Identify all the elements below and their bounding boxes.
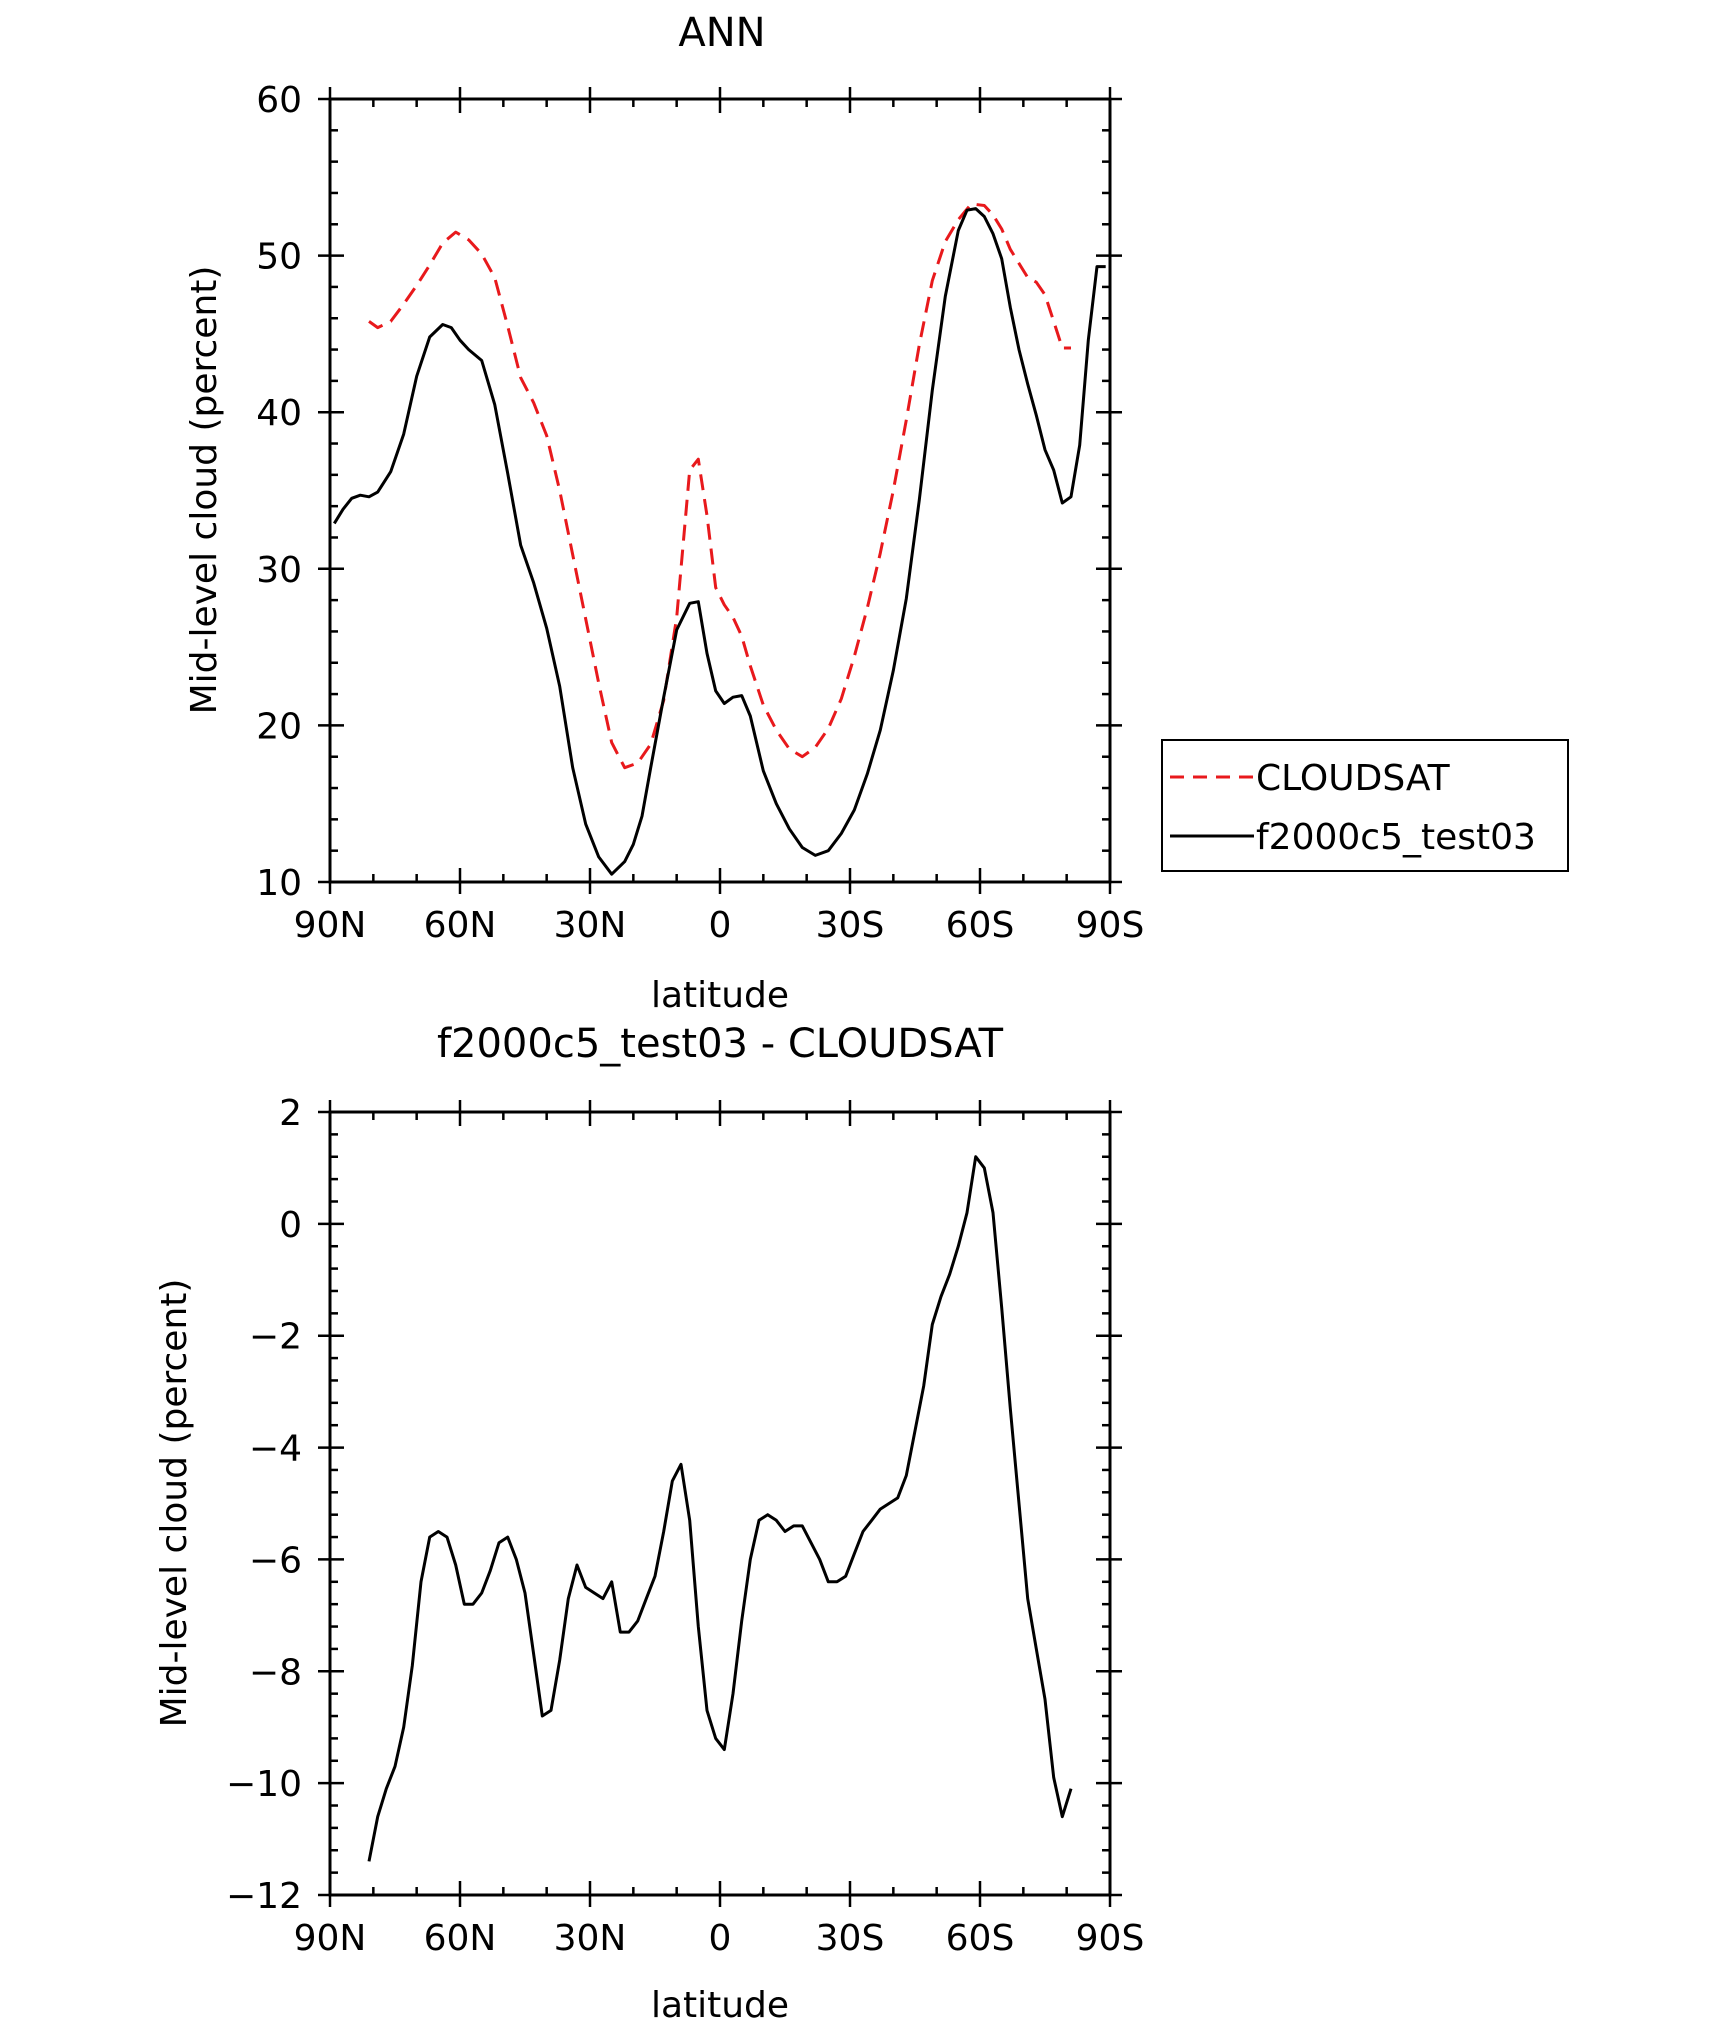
y-tick-label: 30 <box>256 550 302 591</box>
x-tick-label: 90S <box>1076 1918 1145 1959</box>
x-tick-label: 0 <box>709 1918 732 1959</box>
x-tick-label: 0 <box>709 905 732 946</box>
series-line-difference <box>367 1155 1073 1862</box>
x-tick-label: 30S <box>816 1918 885 1959</box>
top-axis-ticks <box>318 87 1122 894</box>
x-tick-label: 90S <box>1076 905 1145 946</box>
y-tick-label: −12 <box>226 1876 302 1917</box>
y-tick-label: −8 <box>249 1652 302 1693</box>
bottom-axis-ticks <box>318 1100 1122 1907</box>
x-tick-label: 30N <box>554 1918 627 1959</box>
bottom-chart-title: f2000c5_test03 - CLOUDSAT <box>437 1021 1004 1067</box>
y-tick-label: −10 <box>226 1764 302 1805</box>
x-tick-label: 90N <box>294 905 367 946</box>
x-tick-label: 60S <box>946 905 1015 946</box>
y-tick-label: −2 <box>249 1317 302 1358</box>
x-tick-label: 30N <box>554 905 627 946</box>
series-line-f2000c5-test03 <box>333 207 1106 876</box>
y-tick-label: 20 <box>256 706 302 747</box>
y-tick-label: 50 <box>256 237 302 278</box>
top-series-lines <box>333 202 1106 876</box>
y-tick-label: −4 <box>249 1429 302 1470</box>
y-tick-label: 40 <box>256 393 302 434</box>
top-tick-labels: 90N 60N 30N 0 30S 60S 90S 10 20 30 40 50 60 <box>256 80 1144 946</box>
x-tick-label: 30S <box>816 905 885 946</box>
top-y-axis-label: Mid-level cloud (percent) <box>184 266 225 715</box>
top-chart-title: ANN <box>678 10 765 56</box>
x-tick-label: 90N <box>294 1918 367 1959</box>
bottom-x-axis-label: latitude <box>651 1985 789 2021</box>
legend: CLOUDSAT f2000c5_test03 <box>1161 739 1569 872</box>
bottom-series-lines <box>367 1155 1073 1862</box>
bottom-plot-frame <box>328 1110 1112 1897</box>
bottom-panel: f2000c5_test03 - CLOUDSAT 90N 60N 30N 0 30S 6… <box>154 1021 1144 2021</box>
x-tick-label: 60N <box>424 905 497 946</box>
y-tick-label: 10 <box>256 863 302 904</box>
top-x-axis-label: latitude <box>651 975 789 1016</box>
y-tick-label: −6 <box>249 1540 302 1581</box>
legend-label-model: f2000c5_test03 <box>1256 817 1536 858</box>
legend-label-cloudsat: CLOUDSAT <box>1256 758 1451 799</box>
y-tick-label: 60 <box>256 80 302 121</box>
top-plot-frame <box>328 97 1112 884</box>
top-panel: ANN 90N 60N 30N 0 30S 60S 90S 10 20 30 40 50 60 lati… <box>184 10 1144 1016</box>
y-tick-label: 2 <box>279 1093 302 1134</box>
y-tick-label: 0 <box>279 1205 302 1246</box>
bottom-y-axis-label: Mid-level cloud (percent) <box>154 1279 195 1728</box>
x-tick-label: 60S <box>946 1918 1015 1959</box>
legend-box <box>1161 739 1569 872</box>
series-line-cloudsat <box>368 202 1071 770</box>
x-tick-label: 60N <box>424 1918 497 1959</box>
bottom-tick-labels: 90N 60N 30N 0 30S 60S 90S −12 −10 −8 −6 −4 −2 0 2 <box>226 1093 1144 1959</box>
